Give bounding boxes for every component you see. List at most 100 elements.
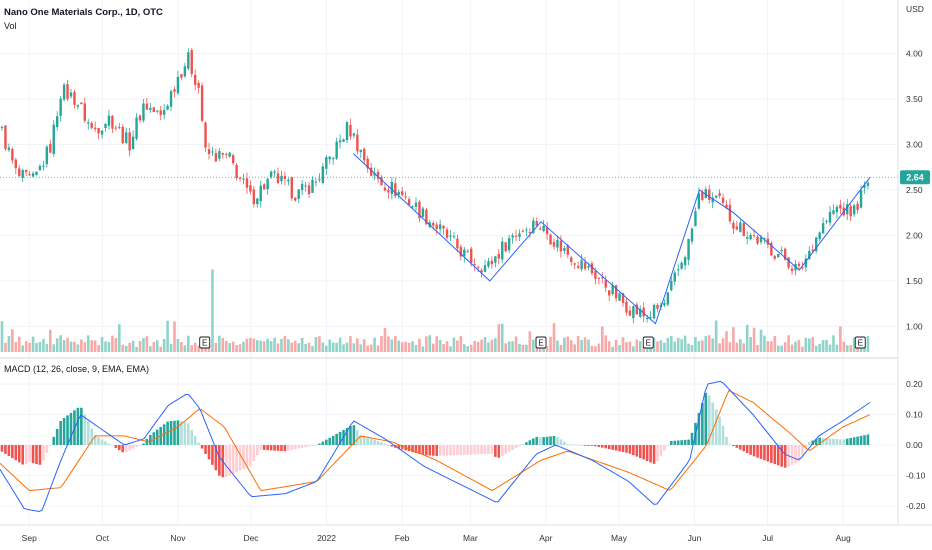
macd-histogram-bar [283,445,287,452]
macd-histogram-bar [649,445,652,463]
macd-histogram-bar [818,437,821,445]
candle-body [625,301,628,313]
earnings-marker[interactable]: E [854,336,866,349]
candle-body [559,240,563,252]
macd-histogram-bar [604,445,608,449]
macd-histogram-bar [866,434,870,445]
candle-body [407,199,411,205]
volume-bar [476,341,480,352]
macd-histogram-bar [86,421,90,445]
volume-bar [283,335,287,352]
candle-body [863,185,866,188]
macd-histogram-bar [652,445,656,464]
volume-bar [497,324,501,352]
macd-histogram-bar [118,445,121,451]
candle-body [618,293,621,301]
volume-bar [601,326,604,352]
macd-histogram-bar [166,421,169,445]
macd-histogram-bar [207,445,211,460]
macd-histogram-bar [511,445,514,451]
candle-body [773,256,776,259]
volume-bar [642,346,645,352]
volume-bar [166,320,169,352]
macd-histogram-bar [794,445,797,464]
macd-histogram-bar [739,445,742,450]
candle-body [173,89,176,92]
candle-body [0,127,4,129]
macd-histogram-bar [45,445,49,453]
macd-legend[interactable]: MACD (12, 26, close, 9, EMA, EMA) [4,364,149,374]
macd-histogram-bar [83,414,87,445]
candle-body [594,271,597,279]
volume-bar [711,338,714,352]
candle-body [401,191,404,195]
macd-histogram-bar [852,437,856,445]
macd-histogram-bar [632,445,635,456]
volume-bars [0,269,870,352]
volume-legend[interactable]: Vol [4,21,17,31]
macd-histogram-bar [728,444,732,446]
volume-bar [445,341,449,352]
volume-bar [504,343,507,352]
volume-bar [352,343,356,352]
volume-bar [24,341,28,352]
candle-body [159,110,162,115]
volume-bar [17,336,21,352]
volume-bar [573,344,576,352]
volume-bar [387,336,390,352]
macd-histogram-bar [338,431,342,445]
candle-body [483,265,487,272]
macd-histogram-bar [535,436,539,445]
volume-bar [280,338,283,352]
candle-body [280,175,283,182]
macd-tick-label: 0.20 [906,379,923,389]
volume-bar [7,336,11,352]
time-tick-label: Aug [836,533,851,543]
candle-body [677,269,680,271]
time-axis[interactable]: Sep Oct Nov Dec 2022 Feb Mar Apr May Jun Jul Aug [22,533,851,543]
macd-histogram-bar [676,440,680,445]
macd-tick-label: -0.10 [906,470,926,480]
macd-axis[interactable]: 0.20 0.10 0.00 -0.10 -0.20 [906,379,926,511]
volume-bar [149,346,152,352]
macd-histogram-bar [435,445,438,456]
earnings-marker-box [535,336,547,349]
macd-histogram-bar [521,444,525,445]
candle-body [721,197,725,203]
macd-histogram-bar [542,437,545,445]
macd-histogram-bar [218,445,221,476]
macd-histogram-bar [321,441,325,445]
macd-histogram-bar [193,436,197,445]
macd-histogram-bar [463,445,466,455]
candle-body [587,266,590,268]
macd-histogram-bar [311,445,314,446]
macd-histogram-bar [566,444,570,445]
candle-body [366,158,369,169]
candle-body [211,151,214,153]
macd-histogram-bar [24,445,28,465]
volume-bar [766,341,770,352]
chart-title[interactable]: Nano One Materials Corp., 1D, OTC [4,7,163,18]
volume-bar [118,324,121,352]
volume-bar [131,340,135,352]
macd-histogram-bar [190,429,194,445]
macd-histogram-bar [828,438,832,445]
volume-bar [839,326,842,352]
volume-bar [169,343,173,352]
volume-bar [797,339,801,352]
macd-histogram-bar [328,437,332,445]
macd-histogram-bar [773,445,777,465]
macd-histogram-bar [707,395,711,445]
candle-body [93,127,97,130]
volume-bar [152,342,156,352]
trend-line-segment[interactable] [353,153,871,325]
candle-body [804,258,808,268]
volume-bar [676,337,680,352]
price-axis[interactable]: 4.00 3.50 3.00 2.50 2.00 1.50 1.00 [906,49,923,332]
earnings-marker[interactable]: E [642,336,654,349]
earnings-marker[interactable]: E [535,336,547,349]
volume-bar [728,342,732,352]
volume-bar [673,341,677,352]
earnings-marker[interactable]: E [199,336,211,349]
